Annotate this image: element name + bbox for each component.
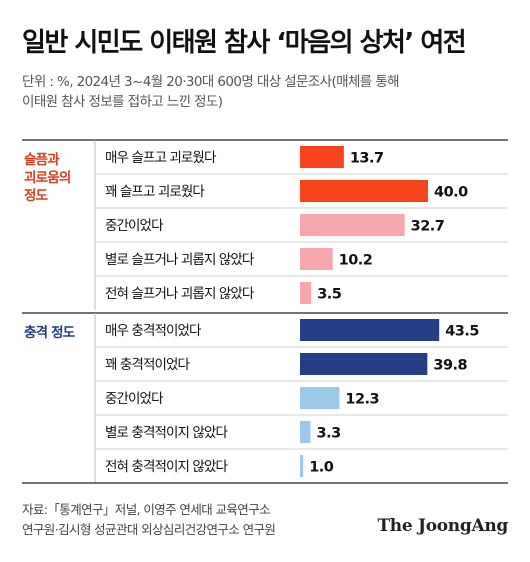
bar-chart: 슬픔과 괴로움의 정도 매우 슬프고 괴로웠다 13.7 꽤 슬프고 괴로웠다 40.0 중간… bbox=[22, 139, 508, 484]
value-label: 43.5 bbox=[445, 324, 479, 340]
subtitle-line-1: 단위 : %, 2024년 3~4월 20·30대 600명 대상 설문조사(매… bbox=[22, 74, 400, 90]
group-label-line: 정도 bbox=[24, 187, 49, 204]
group-label: 충격 정도 bbox=[24, 324, 76, 341]
bar bbox=[300, 319, 440, 341]
category-label: 중간이었다 bbox=[105, 218, 164, 234]
value-label: 40.0 bbox=[434, 185, 468, 201]
value-label: 13.7 bbox=[350, 151, 384, 167]
bar bbox=[300, 146, 344, 168]
subtitle-line-2: 이태원 참사 정보를 접하고 느낀 정도) bbox=[22, 94, 223, 110]
category-label: 중간이었다 bbox=[105, 391, 164, 407]
value-label: 3.3 bbox=[317, 426, 341, 442]
category-label: 전혀 충격적이지 않았다 bbox=[105, 459, 228, 475]
source-note: 자료:「통계연구」저널, 이영주 연세대 교육연구소 연구원·김시형 성균관대 … bbox=[22, 500, 276, 540]
bar bbox=[300, 282, 312, 304]
value-label: 1.0 bbox=[309, 460, 334, 476]
bar bbox=[300, 214, 405, 236]
group-label-line: 충격 정도 bbox=[24, 324, 76, 341]
bar bbox=[300, 387, 340, 409]
source-line-2: 연구원·김시형 성균관대 외상심리건강연구소 연구원 bbox=[22, 522, 276, 537]
chart-subtitle: 단위 : %, 2024년 3~4월 20·30대 600명 대상 설문조사(매… bbox=[22, 72, 512, 112]
category-label: 매우 충격적이었다 bbox=[105, 323, 202, 339]
category-label: 꽤 슬프고 괴로웠다 bbox=[105, 184, 205, 200]
value-label: 39.8 bbox=[433, 358, 467, 374]
category-label: 별로 슬프거나 괴롭지 않았다 bbox=[105, 252, 255, 268]
bar bbox=[300, 421, 311, 443]
value-label: 3.5 bbox=[317, 287, 342, 303]
group-label-line: 괴로움의 bbox=[24, 169, 70, 186]
source-line-1: 자료:「통계연구」저널, 이영주 연세대 교육연구소 bbox=[22, 502, 271, 517]
brand-logo: The JoongAng bbox=[377, 516, 508, 536]
category-label: 매우 슬프고 괴로웠다 bbox=[105, 150, 217, 166]
category-label: 전혀 슬프거나 괴롭지 않았다 bbox=[105, 286, 255, 302]
value-label: 10.2 bbox=[339, 253, 373, 269]
group-label: 슬픔과 괴로움의 정도 bbox=[24, 152, 70, 204]
bar bbox=[300, 248, 333, 270]
bar bbox=[300, 455, 304, 477]
bar bbox=[300, 180, 428, 202]
chart-title: 일반 시민도 이태원 참사 ‘마음의 상처’ 여전 bbox=[22, 28, 467, 58]
category-label: 꽤 충격적이었다 bbox=[105, 357, 191, 373]
group-label-line: 슬픔과 bbox=[24, 152, 60, 168]
value-label: 12.3 bbox=[345, 392, 379, 408]
value-label: 32.7 bbox=[411, 219, 445, 235]
category-label: 별로 충격적이지 않았다 bbox=[105, 425, 228, 441]
bar bbox=[300, 353, 428, 375]
